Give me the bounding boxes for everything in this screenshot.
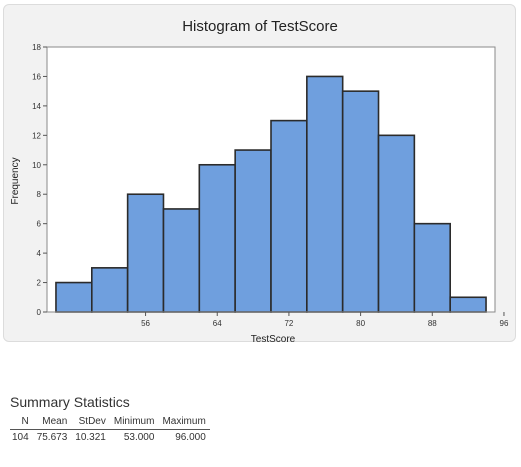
histogram-bar-5 [234,149,272,313]
histogram-bar-3 [162,208,201,313]
header-mean: Mean [32,416,72,430]
x-tick-label-56: 56 [141,319,150,328]
chart-title: Histogram of TestScore [182,18,338,35]
value-maximum: 96.000 [175,432,206,443]
header-n: N [10,416,33,430]
y-tick-label-10: 10 [32,161,41,170]
header-maximum: Maximum [158,416,210,430]
value-n: 104 [12,432,29,443]
value-mean: 75.673 [36,432,68,443]
histogram-bar-10 [413,222,451,313]
y-tick-label-8: 8 [37,190,42,199]
histogram-bar-7 [306,75,344,313]
y-tick-label-0: 0 [37,308,42,317]
chart-panel: Histogram of TestScore TestScore Frequen… [3,4,516,343]
y-tick-label-18: 18 [32,43,41,52]
histogram-chart: Histogram of TestScore TestScore Frequen… [10,18,509,343]
plot-frame [46,46,496,313]
summary-statistics: Summary Statistics N Mean StDev Minimum … [10,394,210,443]
y-axis-label: Frequency [10,157,21,204]
summary-value-row: 104 75.673 10.321 53.000 96.000 [10,430,210,443]
summary-header-row: N Mean StDev Minimum Maximum [10,416,210,430]
x-tick-label-88: 88 [428,319,437,328]
summary-table: N Mean StDev Minimum Maximum 104 75.673 … [10,416,210,443]
value-minimum: 53.000 [123,432,155,443]
header-stdev: StDev [71,416,110,430]
header-minimum: Minimum [109,416,159,430]
histogram-bar-8 [341,90,380,313]
y-tick-label-12: 12 [32,131,41,140]
histogram-bar-2 [126,193,165,313]
x-tick-label-96: 96 [500,319,509,328]
histogram-bar-4 [198,163,236,313]
y-tick-label-16: 16 [32,72,41,81]
histogram-bar-11 [449,296,487,313]
value-stdev: 10.321 [75,432,106,443]
histogram-bar-6 [270,119,308,313]
y-tick-label-4: 4 [37,249,42,258]
summary-title: Summary Statistics [10,394,130,410]
x-axis-label: TestScore [251,334,296,343]
x-tick-label-72: 72 [284,319,293,328]
y-tick-label-6: 6 [37,220,42,229]
histogram-bar-0 [55,281,93,313]
histogram-bar-1 [91,267,129,313]
x-tick-label-64: 64 [213,319,222,328]
histogram-bar-9 [377,134,416,313]
x-tick-label-80: 80 [356,319,365,328]
y-tick-label-14: 14 [32,102,41,111]
y-tick-label-2: 2 [37,279,42,288]
